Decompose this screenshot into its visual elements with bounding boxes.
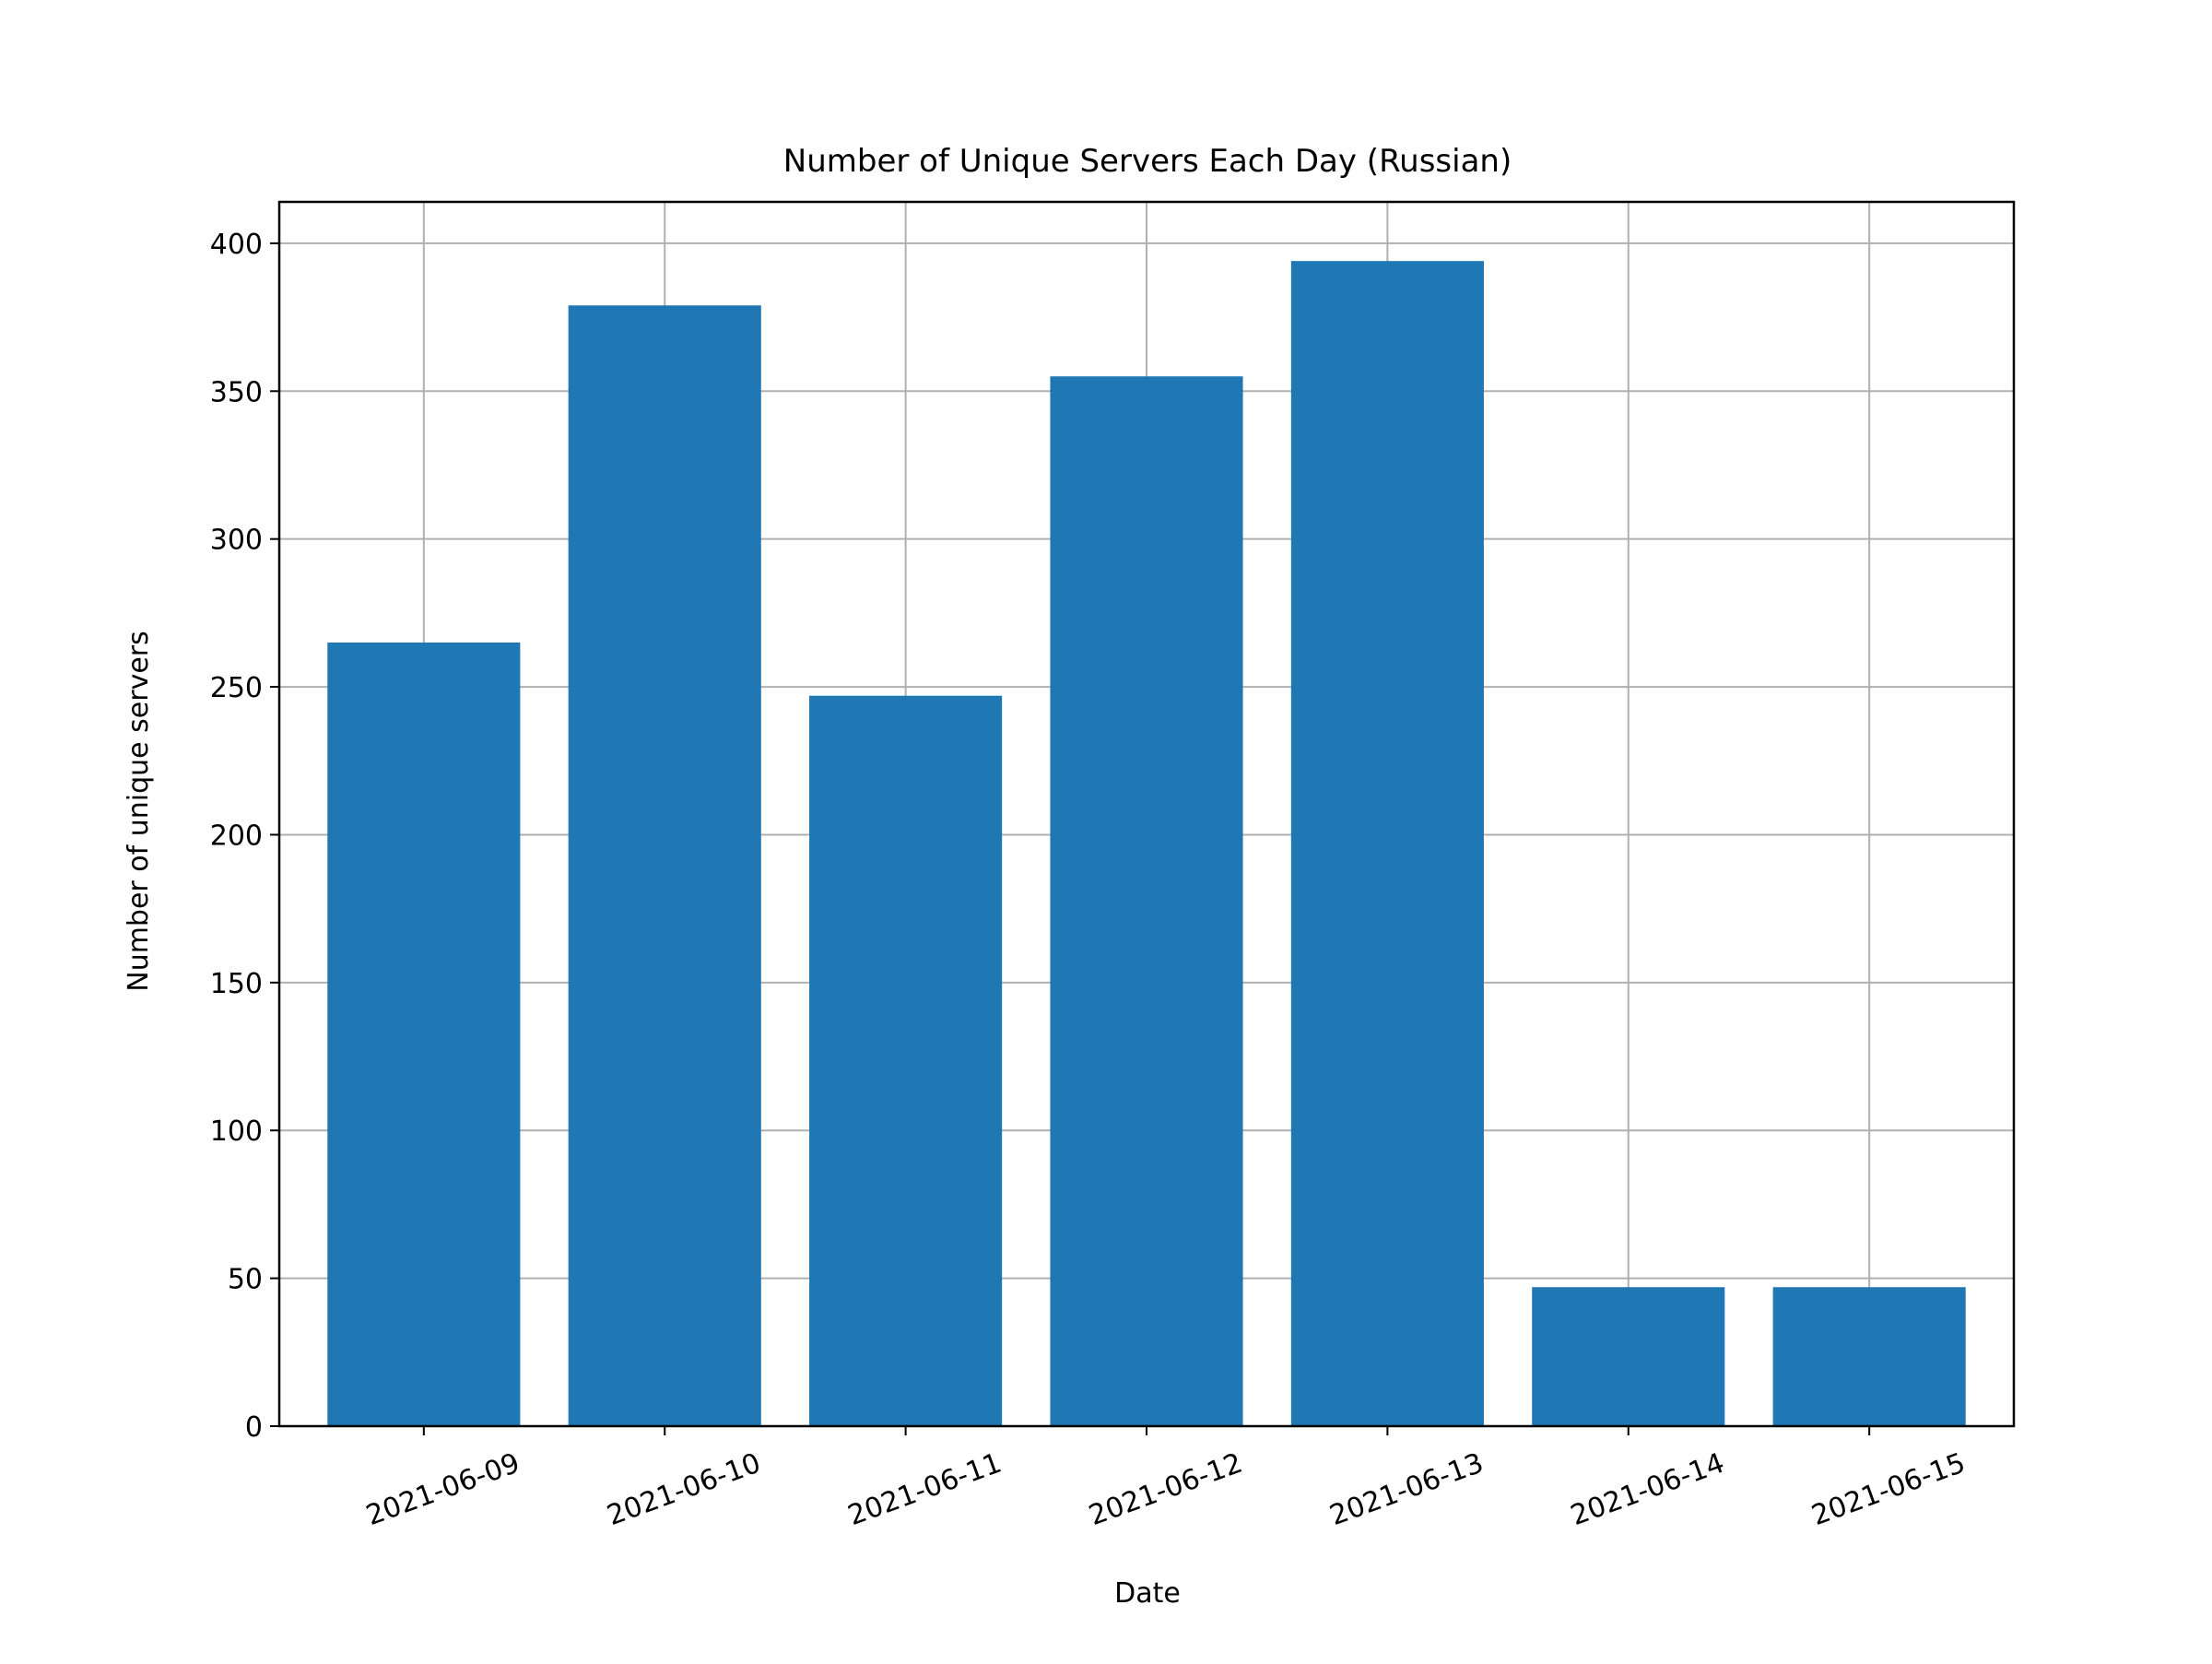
y-tick-label: 0: [245, 1411, 263, 1444]
y-tick-label: 400: [210, 229, 263, 261]
bars: [327, 261, 1966, 1427]
bar-2021-06-10: [568, 305, 761, 1427]
bar-2021-06-15: [1772, 1287, 1966, 1426]
y-tick-label: 300: [210, 525, 263, 557]
bar-2021-06-13: [1290, 261, 1484, 1427]
y-tick-label: 250: [210, 672, 263, 704]
bar-2021-06-09: [327, 642, 521, 1426]
bar-2021-06-14: [1532, 1287, 1725, 1426]
y-tick-label: 350: [210, 376, 263, 408]
y-axis-label: Number of unique servers: [123, 631, 155, 992]
y-tick-label: 100: [210, 1115, 263, 1148]
chart-title: Number of Unique Servers Each Day (Russi…: [783, 143, 1512, 180]
bar-2021-06-12: [1050, 376, 1243, 1426]
y-tick-label: 150: [210, 968, 263, 1000]
y-tick-label: 50: [228, 1264, 263, 1296]
x-axis-label: Date: [1114, 1577, 1181, 1610]
y-tick-label: 200: [210, 820, 263, 852]
bar-2021-06-11: [809, 695, 1003, 1426]
